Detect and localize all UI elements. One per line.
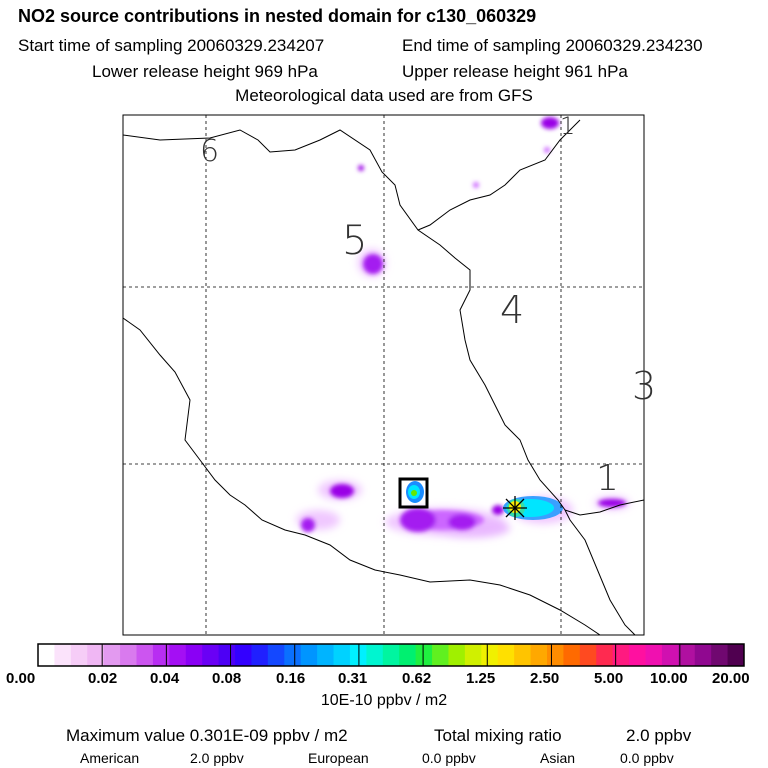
colorbar-swatch xyxy=(284,644,302,666)
tick-label: 0.08 xyxy=(212,670,242,687)
map-panel xyxy=(122,114,645,636)
tick-label: 0.31 xyxy=(338,670,368,687)
colorbar-swatch xyxy=(54,644,72,666)
square-marker-icon xyxy=(398,477,429,509)
colorbar-swatch xyxy=(694,644,712,666)
lower-release-label: Lower release height 969 hPa xyxy=(92,62,318,81)
colorbar-swatch xyxy=(563,644,581,666)
colorbar-swatch xyxy=(415,644,433,666)
colorbar-swatch xyxy=(645,644,663,666)
max-value-label: Maximum value 0.301E-09 ppbv / m2 xyxy=(66,726,348,745)
colorbar-unit: 10E-10 ppbv / m2 xyxy=(320,692,448,709)
colorbar-swatch xyxy=(678,644,696,666)
colorbar-swatch xyxy=(202,644,220,666)
colorbar-swatch xyxy=(464,644,482,666)
colorbar-swatch xyxy=(120,644,138,666)
colorbar-swatch xyxy=(103,644,121,666)
tick-label: 2.50 xyxy=(530,670,560,687)
tick-label: 10.00 xyxy=(650,670,688,687)
tick-label: 0.00 xyxy=(6,670,36,687)
tick-label: 0.04 xyxy=(150,670,180,687)
tick-label: 0.62 xyxy=(402,670,432,687)
colorbar-swatch xyxy=(579,644,597,666)
grid-lines xyxy=(123,115,644,635)
colorbar-swatch xyxy=(546,644,564,666)
asian-value: 0.0 ppbv xyxy=(620,750,674,766)
concentration-plumes xyxy=(296,117,630,538)
start-time-label: Start time of sampling 20060329.234207 xyxy=(18,36,325,55)
colorbar-swatch xyxy=(251,644,269,666)
colorbar-swatch xyxy=(399,644,417,666)
colorbar-swatch xyxy=(267,644,285,666)
colorbar-swatch xyxy=(711,644,729,666)
page-title: NO2 source contributions in nested domai… xyxy=(18,6,537,26)
colorbar-swatch xyxy=(366,644,384,666)
met-data-label: Meteorological data used are from GFS xyxy=(235,86,533,105)
colorbar-swatch xyxy=(185,644,203,666)
colorbar-swatch xyxy=(152,644,170,666)
region-label-3: 3 xyxy=(632,364,657,408)
colorbar-swatch xyxy=(448,644,466,666)
region-label-4: 4 xyxy=(500,288,525,332)
colorbar-swatch xyxy=(87,644,105,666)
colorbar-swatch xyxy=(596,644,614,666)
map-frame xyxy=(122,114,645,636)
colorbar-swatch xyxy=(300,644,318,666)
total-mixing-label: Total mixing ratio xyxy=(434,726,562,745)
upper-release-label: Upper release height 961 hPa xyxy=(402,62,628,81)
colorbar-swatch xyxy=(727,644,745,666)
end-time-label: End time of sampling 20060329.234230 xyxy=(402,36,703,55)
region-label-5: 5 xyxy=(342,218,368,264)
region-label-1-top: 1 xyxy=(560,112,576,140)
tick-label: 20.00 xyxy=(712,670,750,687)
colorbar-swatch xyxy=(629,644,646,666)
colorbar-swatch xyxy=(661,644,679,666)
colorbar-swatch xyxy=(218,644,236,666)
region-label-6: 6 xyxy=(200,134,220,169)
colorbar-swatch xyxy=(481,644,499,666)
tick-label: 1.25 xyxy=(466,670,496,687)
european-value: 0.0 ppbv xyxy=(422,750,476,766)
colorbar-swatch xyxy=(70,644,88,666)
colorbar xyxy=(37,643,745,667)
tick-label: 0.02 xyxy=(88,670,118,687)
region-label-1: 1 xyxy=(596,458,619,499)
colorbar-swatch xyxy=(317,644,335,666)
colorbar-swatch xyxy=(497,644,515,666)
american-value: 2.0 ppbv xyxy=(190,750,244,766)
colorbar-frame xyxy=(37,643,745,667)
colorbar-swatch xyxy=(432,644,449,666)
colorbar-swatch xyxy=(612,644,630,666)
european-label: European xyxy=(308,750,369,766)
american-label: American xyxy=(80,750,140,766)
coastlines xyxy=(123,119,644,635)
colorbar-swatch xyxy=(382,644,400,666)
colorbar-swatch xyxy=(333,644,351,666)
colorbar-swatch xyxy=(38,644,55,666)
total-mixing-value: 2.0 ppbv xyxy=(626,726,692,745)
star-cross-icon xyxy=(503,496,527,520)
colorbar-swatch xyxy=(169,644,187,666)
colorbar-swatch xyxy=(514,644,532,666)
asian-label: Asian xyxy=(540,750,576,766)
colorbar-swatch xyxy=(136,644,154,666)
colorbar-swatch xyxy=(235,644,252,666)
tick-label: 5.00 xyxy=(594,670,624,687)
colorbar-swatch xyxy=(530,644,548,666)
tick-label: 0.16 xyxy=(276,670,306,687)
